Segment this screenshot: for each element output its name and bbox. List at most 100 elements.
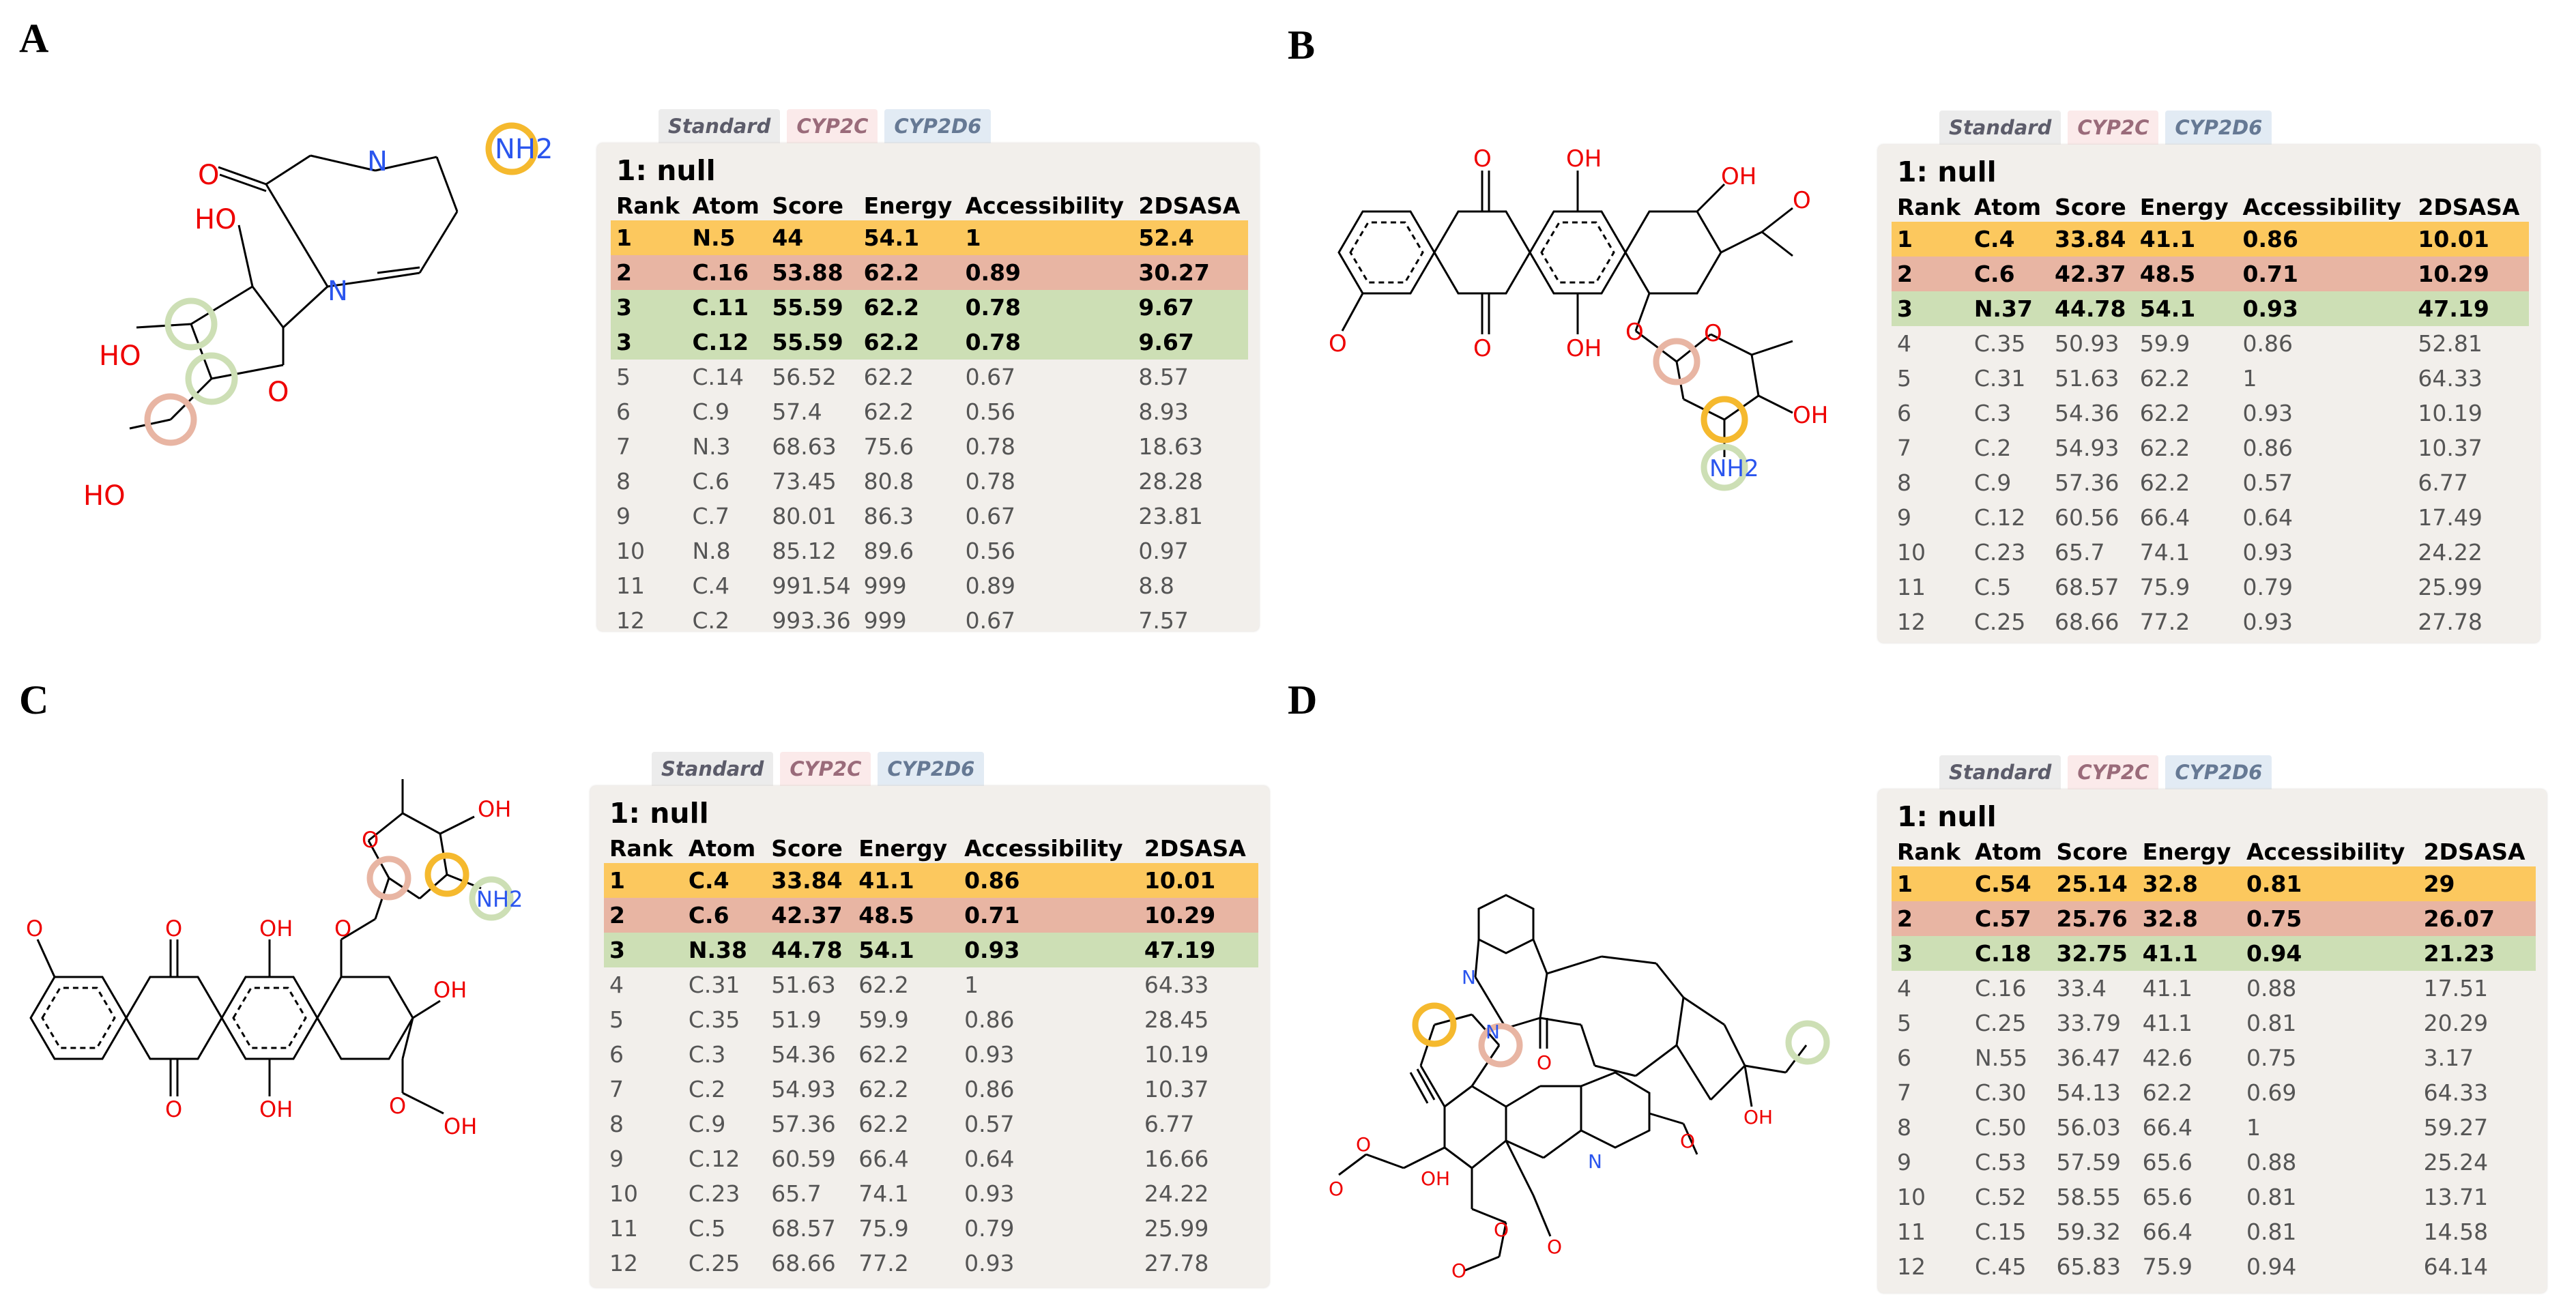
table-row[interactable]: 2 C.57 25.76 32.8 0.75 26.07 <box>1892 901 2536 936</box>
table-row[interactable]: 3 C.11 55.59 62.2 0.78 9.67 <box>611 290 1248 325</box>
table-row[interactable]: 12 C.25 68.66 77.2 0.93 27.78 <box>604 1246 1258 1281</box>
table-row[interactable]: 4 C.35 50.93 59.9 0.86 52.81 <box>1892 326 2529 361</box>
table-cell: 59.9 <box>858 1006 909 1033</box>
tab-cyp2d6[interactable]: CYP2D6 <box>2165 755 2272 789</box>
table-row[interactable]: 6 C.3 54.36 62.2 0.93 10.19 <box>604 1037 1258 1072</box>
table-row[interactable]: 3 C.12 55.59 62.2 0.78 9.67 <box>611 325 1248 360</box>
table-cell: 51.63 <box>771 972 836 998</box>
table-row[interactable]: 6 C.9 57.4 62.2 0.56 8.93 <box>611 394 1248 429</box>
table-cell: 42.6 <box>2142 1045 2193 1071</box>
table-row[interactable]: 7 C.2 54.93 62.2 0.86 10.37 <box>1892 430 2529 465</box>
table-cell: C.9 <box>688 1111 726 1137</box>
table-row[interactable]: 2 C.16 53.88 62.2 0.89 30.27 <box>611 255 1248 290</box>
table-cell: 9 <box>616 503 631 529</box>
table-cell: 3 <box>611 325 687 360</box>
table-row[interactable]: 12 C.45 65.83 75.9 0.94 64.14 <box>1892 1249 2536 1284</box>
table-row[interactable]: 8 C.9 57.36 62.2 0.57 6.77 <box>604 1107 1258 1141</box>
table-row[interactable]: 3 N.37 44.78 54.1 0.93 47.19 <box>1892 291 2529 326</box>
tab-standard[interactable]: Standard <box>652 752 774 786</box>
table-row[interactable]: 9 C.12 60.56 66.4 0.64 17.49 <box>1892 500 2529 535</box>
table-cell: 2 <box>1892 257 1969 291</box>
table-cell: 57.4 <box>772 398 822 425</box>
table-row[interactable]: 4 C.16 33.4 41.1 0.88 17.51 <box>1892 971 2536 1006</box>
table-row[interactable]: 5 C.35 51.9 59.9 0.86 28.45 <box>604 1002 1258 1037</box>
table-cell: 10.37 <box>2418 435 2483 461</box>
col-header: Score <box>2055 194 2126 220</box>
table-row[interactable]: 11 C.15 59.32 66.4 0.81 14.58 <box>1892 1214 2536 1249</box>
table-row[interactable]: 1 C.4 33.84 41.1 0.86 10.01 <box>604 863 1258 898</box>
tab-standard[interactable]: Standard <box>1939 111 2061 145</box>
table-row[interactable]: 5 C.31 51.63 62.2 1 64.33 <box>1892 361 2529 396</box>
table-cell: 0.56 <box>965 538 1016 564</box>
table-row[interactable]: 8 C.6 73.45 80.8 0.78 28.28 <box>611 464 1248 499</box>
table-row[interactable]: 3 N.38 44.78 54.1 0.93 47.19 <box>604 933 1258 967</box>
atom-label: O <box>26 916 43 942</box>
tab-cyp2d6[interactable]: CYP2D6 <box>884 109 992 143</box>
atom-label: OH <box>259 1096 293 1122</box>
table-row[interactable]: 3 C.18 32.75 41.1 0.94 21.23 <box>1892 936 2536 971</box>
table-cell: 21.23 <box>2418 936 2536 971</box>
table-row[interactable]: 4 C.31 51.63 62.2 1 64.33 <box>604 967 1258 1002</box>
tab-cyp2c[interactable]: CYP2C <box>2068 111 2159 145</box>
table-cell: 28.28 <box>1138 468 1203 495</box>
tab-cyp2c[interactable]: CYP2C <box>787 109 878 143</box>
table-row[interactable]: 2 C.6 42.37 48.5 0.71 10.29 <box>604 898 1258 933</box>
table-row[interactable]: 10 C.52 58.55 65.6 0.81 13.71 <box>1892 1180 2536 1214</box>
table-row[interactable]: 8 C.9 57.36 62.2 0.57 6.77 <box>1892 465 2529 500</box>
tab-cyp2d6[interactable]: CYP2D6 <box>2165 111 2272 145</box>
table-cell: 53.88 <box>766 255 858 290</box>
table-row[interactable]: 9 C.12 60.59 66.4 0.64 16.66 <box>604 1141 1258 1176</box>
table-row[interactable]: 1 N.5 44 54.1 1 52.4 <box>611 220 1248 255</box>
table-row[interactable]: 11 C.4 991.54 999 0.89 8.8 <box>611 568 1248 603</box>
table-cell: 3 <box>1892 936 1970 971</box>
table-cell: C.23 <box>1973 539 2026 566</box>
table-row[interactable]: 12 C.2 993.36 999 0.67 7.57 <box>611 603 1248 638</box>
table-cell: 0.93 <box>964 1041 1015 1068</box>
atom-label: O <box>1473 145 1492 173</box>
table-row[interactable]: 11 C.5 68.57 75.9 0.79 25.99 <box>604 1211 1258 1246</box>
table-row[interactable]: 1 C.54 25.14 32.8 0.81 29 <box>1892 866 2536 901</box>
table-cell: C.25 <box>1975 1010 2027 1036</box>
table-row[interactable]: 1 C.4 33.84 41.1 0.86 10.01 <box>1892 222 2529 257</box>
table-row[interactable]: 10 C.23 65.7 74.1 0.93 24.22 <box>604 1176 1258 1211</box>
table-row[interactable]: 11 C.5 68.57 75.9 0.79 25.99 <box>1892 570 2529 604</box>
table-cell: 25.14 <box>2051 866 2137 901</box>
tab-standard[interactable]: Standard <box>1939 755 2061 789</box>
table-row[interactable]: 7 C.2 54.93 62.2 0.86 10.37 <box>604 1072 1258 1107</box>
table-cell: 74.1 <box>858 1180 909 1207</box>
table-row[interactable]: 7 C.30 54.13 62.2 0.69 64.33 <box>1892 1075 2536 1110</box>
table-cell: 12 <box>609 1250 638 1276</box>
table-cell: C.11 <box>686 290 767 325</box>
table-row[interactable]: 6 C.3 54.36 62.2 0.93 10.19 <box>1892 396 2529 430</box>
atom-label: OH <box>1793 402 1828 429</box>
table-row[interactable]: 5 C.25 33.79 41.1 0.81 20.29 <box>1892 1006 2536 1040</box>
table-row[interactable]: 12 C.25 68.66 77.2 0.93 27.78 <box>1892 604 2529 639</box>
table-cell: 12 <box>1897 609 1926 635</box>
table-cell: C.54 <box>1969 866 2051 901</box>
table-row[interactable]: 10 C.23 65.7 74.1 0.93 24.22 <box>1892 535 2529 570</box>
results-box: 1: null Rank Atom Score Energy Accessibi… <box>1878 145 2540 643</box>
table-cell: 0.88 <box>2246 975 2297 1002</box>
atom-label: OH <box>433 977 467 1003</box>
table-row[interactable]: 2 C.6 42.37 48.5 0.71 10.29 <box>1892 257 2529 291</box>
table-row[interactable]: 6 N.55 36.47 42.6 0.75 3.17 <box>1892 1040 2536 1075</box>
table-cell: C.4 <box>682 863 766 898</box>
panel-label: D <box>1288 677 1318 723</box>
table-row[interactable]: 7 N.3 68.63 75.6 0.78 18.63 <box>611 429 1248 464</box>
tab-cyp2d6[interactable]: CYP2D6 <box>878 752 985 786</box>
table-row[interactable]: 9 C.7 80.01 86.3 0.67 23.81 <box>611 499 1248 534</box>
tab-cyp2c[interactable]: CYP2C <box>2068 755 2159 789</box>
tab-standard[interactable]: Standard <box>659 109 781 143</box>
table-cell: 10 <box>1897 539 1926 566</box>
table-row[interactable]: 9 C.53 57.59 65.6 0.88 25.24 <box>1892 1145 2536 1180</box>
tab-cyp2c[interactable]: CYP2C <box>780 752 871 786</box>
table-row[interactable]: 10 N.8 85.12 89.6 0.56 0.97 <box>611 534 1248 568</box>
table-row[interactable]: 5 C.14 56.52 62.2 0.67 8.57 <box>611 360 1248 394</box>
atom-label: O <box>165 1096 182 1122</box>
table-cell: 62.2 <box>858 1111 909 1137</box>
table-cell: 0.86 <box>964 1006 1015 1033</box>
table-row[interactable]: 8 C.50 56.03 66.4 1 59.27 <box>1892 1110 2536 1145</box>
table-cell: 11 <box>1897 1218 1926 1245</box>
table-cell: 75.6 <box>863 433 914 460</box>
table-cell: 42.37 <box>2049 257 2134 291</box>
